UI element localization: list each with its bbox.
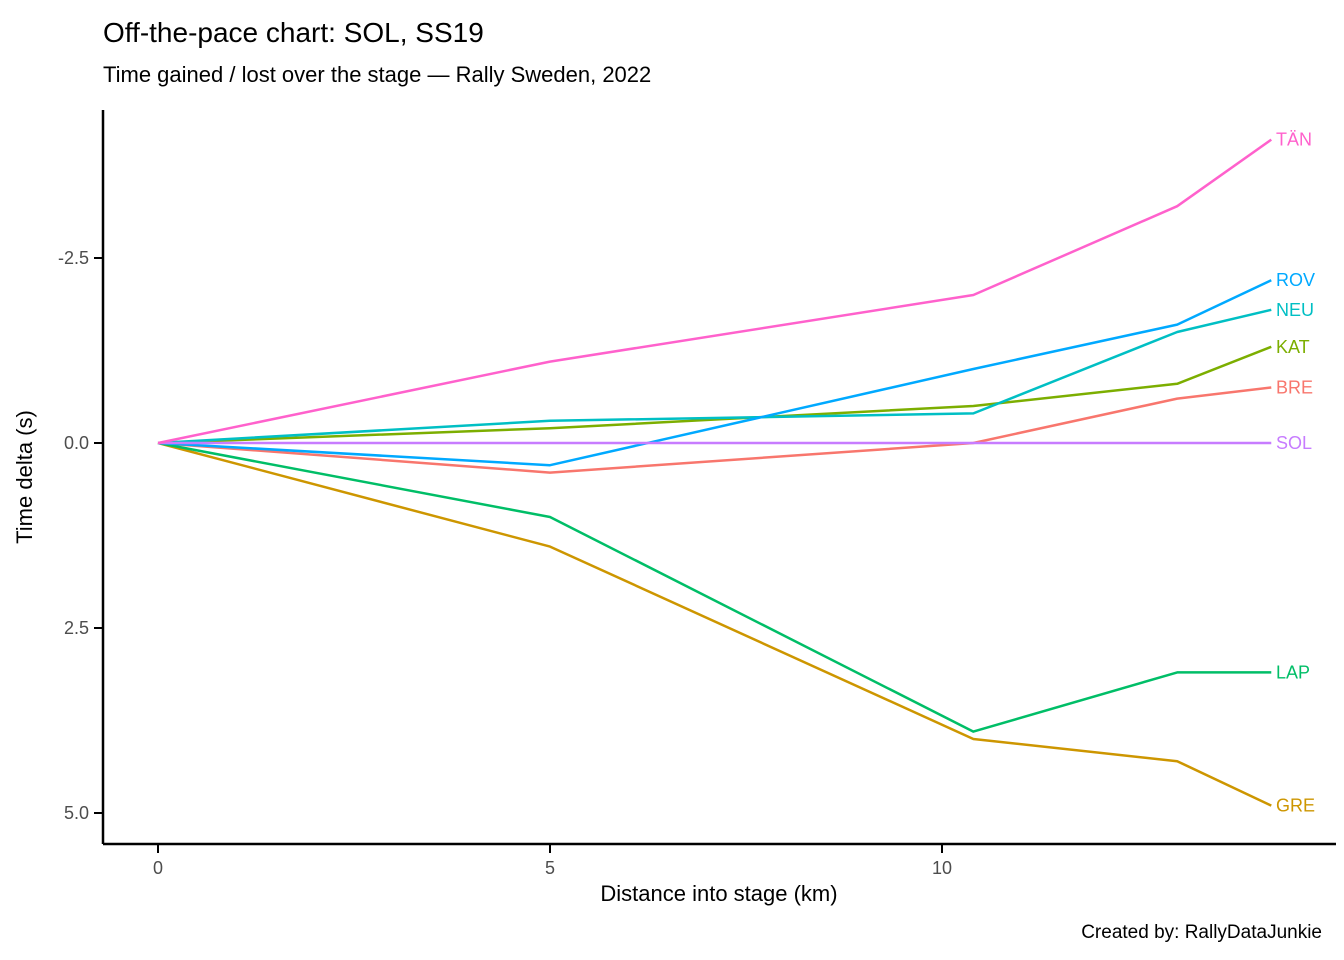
- series-direct-labels: BRE GRE KAT LAP NEU ROV SOL TÄN: [1276, 130, 1315, 816]
- series-line-kat: [157, 345, 1272, 445]
- series-label-bre: BRE: [1276, 378, 1313, 398]
- page-subtitle: Time gained / lost over the stage — Rall…: [103, 62, 651, 87]
- series-line-bre: [157, 386, 1272, 474]
- chart-caption: Created by: RallyDataJunkie: [1081, 922, 1322, 943]
- series-label-neu: NEU: [1276, 300, 1314, 320]
- series-label-kat: KAT: [1276, 337, 1310, 357]
- y-tick-label: 5.0: [64, 803, 89, 823]
- y-tick-label: 2.5: [64, 618, 89, 638]
- series-label-lap: LAP: [1276, 662, 1310, 682]
- y-tick-label: 0.0: [64, 433, 89, 453]
- series-label-gre: GRE: [1276, 796, 1315, 816]
- y-tick-label: -2.5: [58, 248, 89, 268]
- series-label-rov: ROV: [1276, 270, 1315, 290]
- x-axis-title: Distance into stage (km): [600, 881, 837, 906]
- axis-ticks: 0 5 10 -2.5 0.0 2.5 5.0: [58, 248, 952, 878]
- series-line-neu: [157, 308, 1272, 445]
- series-line-gre: [157, 441, 1272, 807]
- series-label-tan: TÄN: [1276, 130, 1312, 150]
- series-label-sol: SOL: [1276, 433, 1312, 453]
- x-tick-label: 0: [153, 858, 163, 878]
- x-tick-label: 5: [545, 858, 555, 878]
- series-line-lap: [157, 441, 1272, 733]
- x-tick-label: 10: [932, 858, 952, 878]
- series-line-tan: [157, 138, 1273, 445]
- series-lines: [157, 138, 1273, 807]
- page-title: Off-the-pace chart: SOL, SS19: [103, 17, 484, 48]
- series-line-rov: [157, 279, 1272, 467]
- y-axis-title: Time delta (s): [12, 410, 37, 544]
